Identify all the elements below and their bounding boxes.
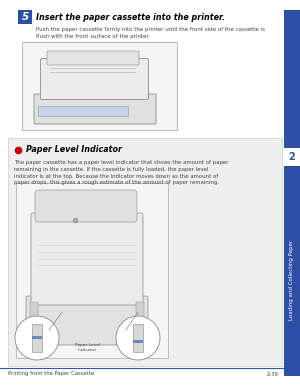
Circle shape xyxy=(15,316,59,360)
FancyBboxPatch shape xyxy=(40,59,148,100)
Bar xyxy=(30,322,38,325)
Bar xyxy=(32,336,42,339)
Bar xyxy=(284,10,300,376)
FancyBboxPatch shape xyxy=(35,190,137,222)
FancyBboxPatch shape xyxy=(34,94,156,124)
Bar xyxy=(284,148,300,166)
Text: Push the paper cassette firmly into the printer until the front side of the cass: Push the paper cassette firmly into the … xyxy=(36,27,265,39)
Bar xyxy=(136,330,144,333)
Text: The paper cassette has a paper level indicator that shows the amount of paper
re: The paper cassette has a paper level ind… xyxy=(14,160,228,185)
Bar xyxy=(32,324,42,352)
Text: Paper Level
Indicator: Paper Level Indicator xyxy=(75,343,100,352)
FancyBboxPatch shape xyxy=(26,296,148,345)
Bar xyxy=(16,183,168,358)
Bar xyxy=(18,10,32,24)
Bar xyxy=(38,106,128,116)
Bar xyxy=(30,302,38,337)
Text: Printing from the Paper Cassette: Printing from the Paper Cassette xyxy=(8,371,94,376)
Text: 2-39: 2-39 xyxy=(267,371,279,376)
Text: Paper Level Indicator: Paper Level Indicator xyxy=(26,146,122,154)
Bar xyxy=(22,42,177,130)
Text: Insert the paper cassette into the printer.: Insert the paper cassette into the print… xyxy=(36,12,225,22)
Circle shape xyxy=(116,316,160,360)
Bar xyxy=(136,302,144,337)
FancyBboxPatch shape xyxy=(47,51,139,65)
Bar xyxy=(133,340,143,343)
Text: Loading and Collecting Paper: Loading and Collecting Paper xyxy=(290,240,295,320)
Text: 2: 2 xyxy=(289,152,296,162)
Text: 5: 5 xyxy=(21,12,28,22)
Bar xyxy=(133,324,143,352)
Bar xyxy=(8,138,282,366)
FancyBboxPatch shape xyxy=(31,213,143,305)
